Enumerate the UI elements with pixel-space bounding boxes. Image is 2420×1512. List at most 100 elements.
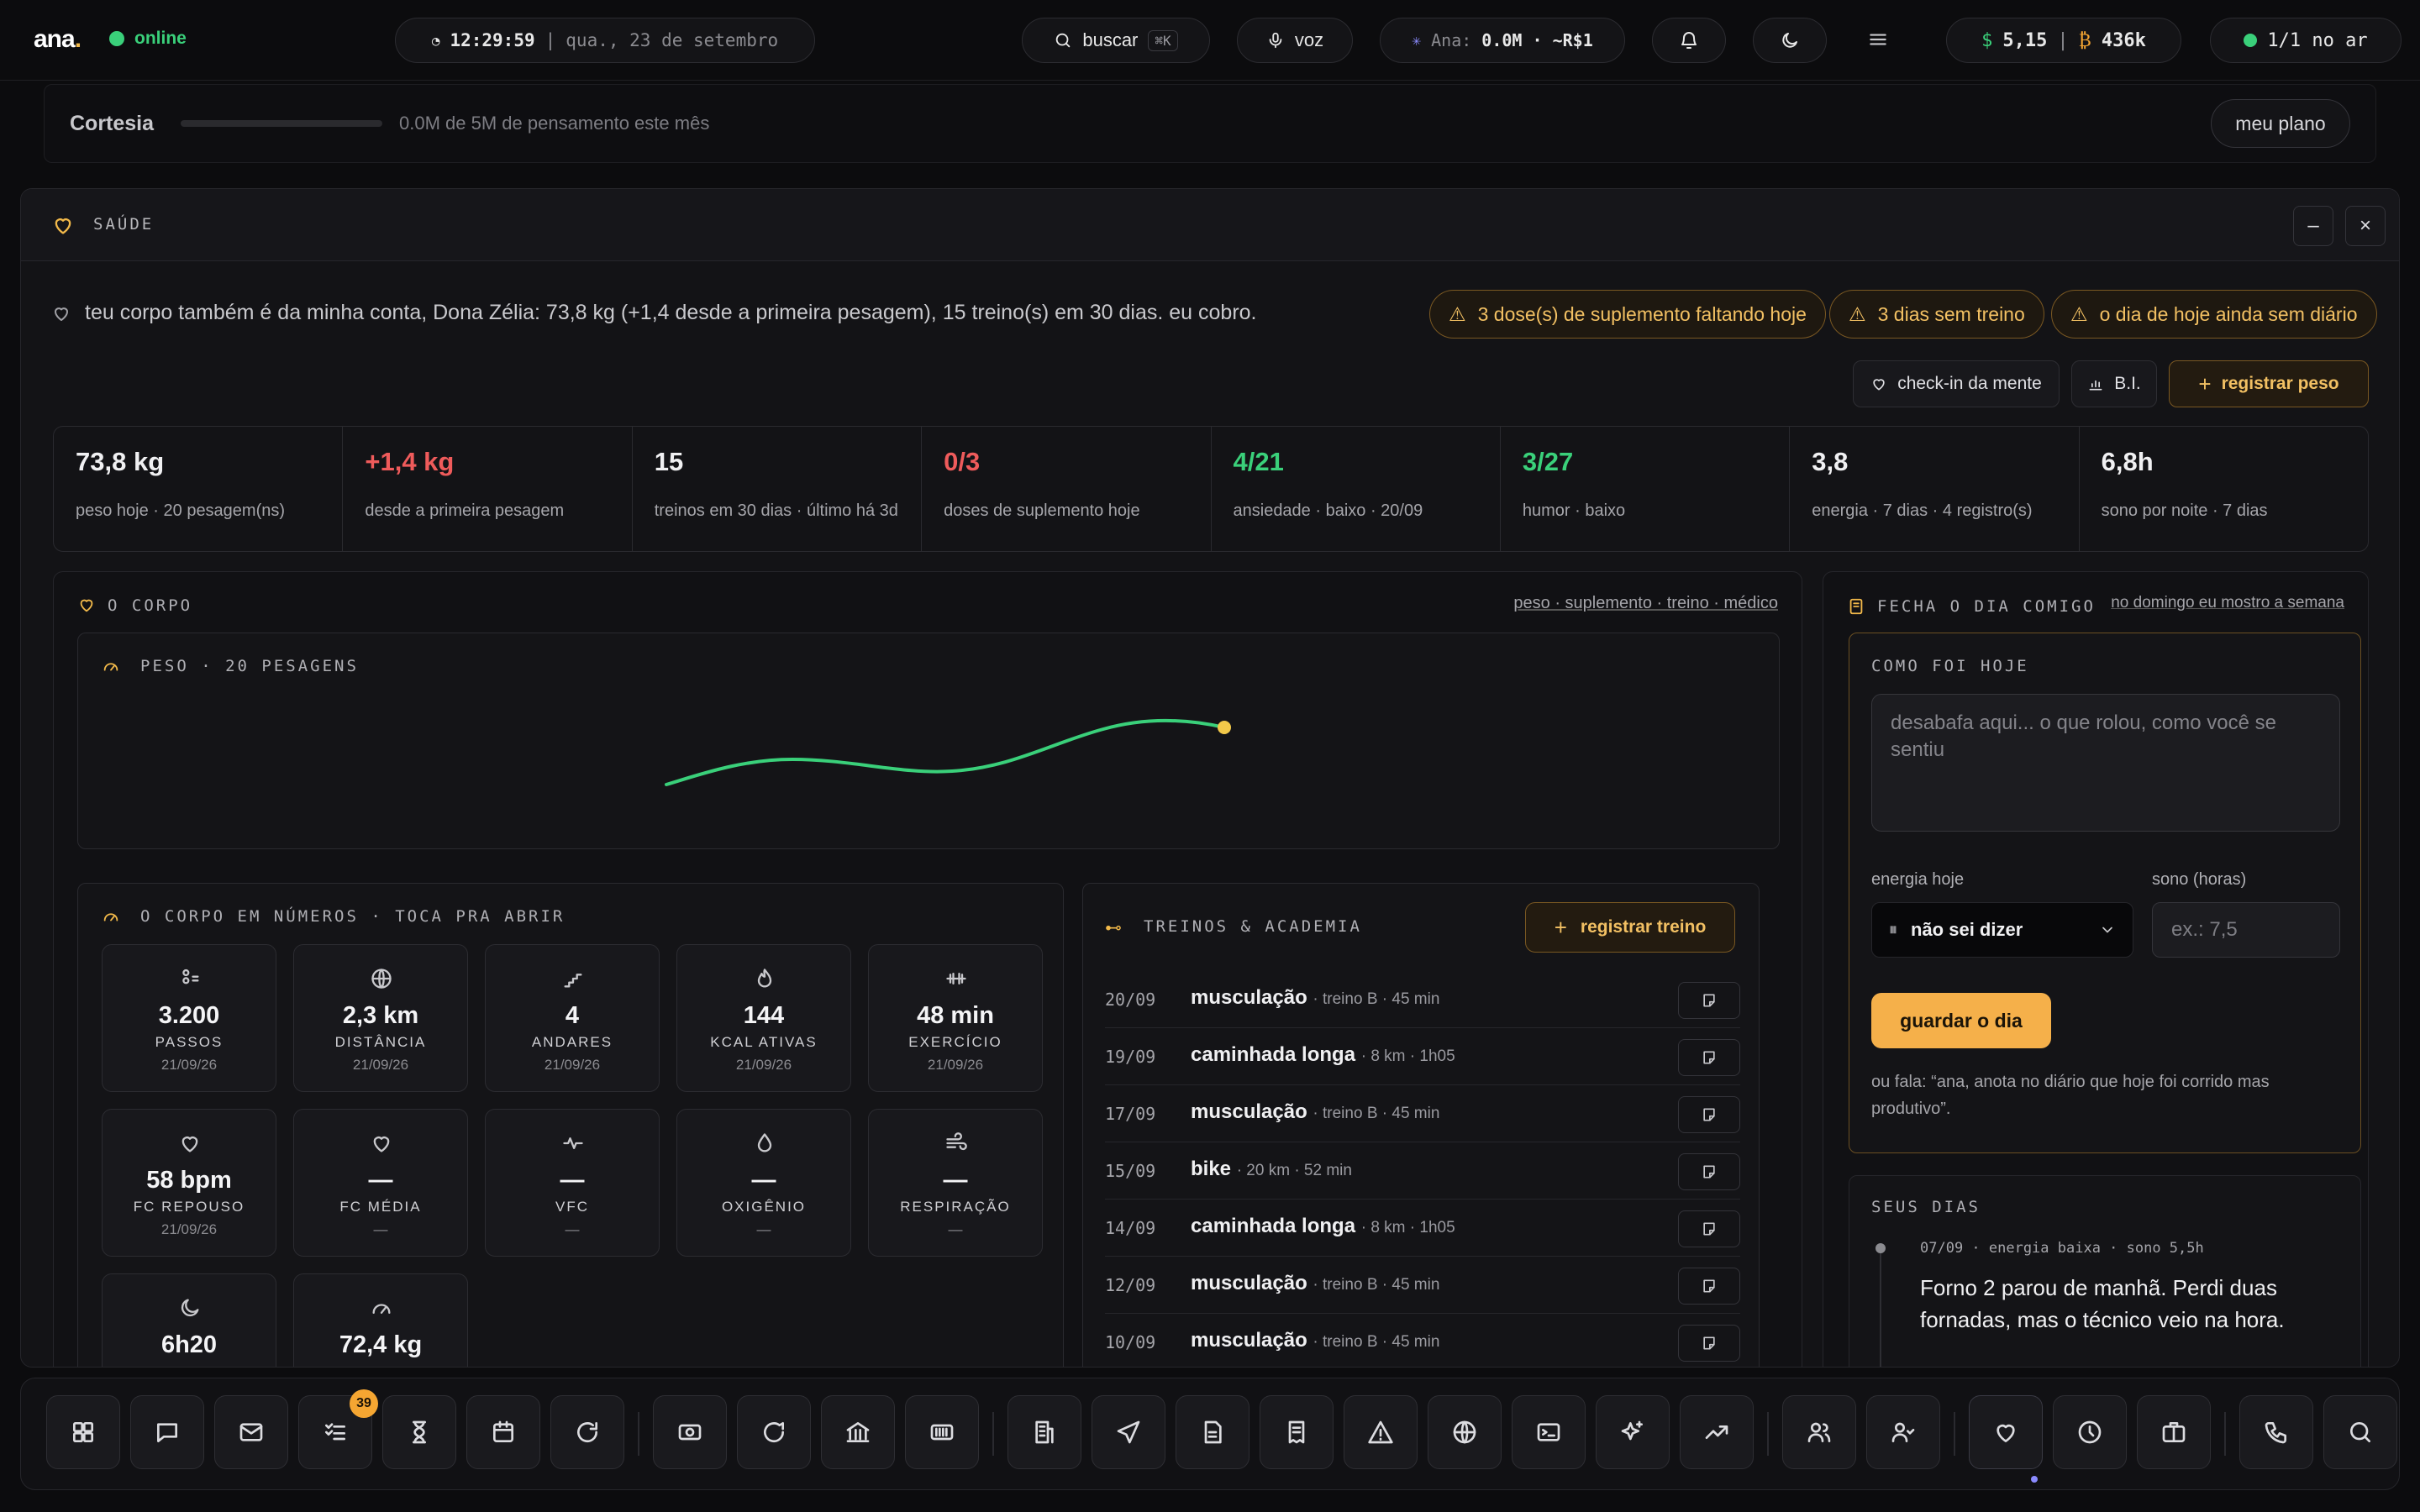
register-weight-button[interactable]: + registrar peso	[2169, 360, 2369, 407]
training-row[interactable]: 14/09 caminhada longa · 8 km · 1h05	[1105, 1200, 1740, 1257]
edit-training-button[interactable]	[1678, 1325, 1740, 1362]
timeline-dot	[1876, 1243, 1886, 1253]
dock-send-button[interactable]	[1092, 1395, 1165, 1469]
my-plan-button[interactable]: meu plano	[2211, 99, 2350, 148]
metric-card[interactable]: 3,8 energia · 7 dias · 4 registro(s)	[1790, 427, 2080, 551]
dock-phone-button[interactable]	[2239, 1395, 2313, 1469]
edit-training-button[interactable]	[1678, 1210, 1740, 1247]
dock-globe-button[interactable]	[1428, 1395, 1502, 1469]
currency-pill[interactable]: $ 5,15 | ₿ 436k	[1946, 18, 2181, 63]
sleep-input[interactable]: ex.: 7,5	[2152, 902, 2340, 958]
dock-trending-button[interactable]	[1680, 1395, 1754, 1469]
notifications-button[interactable]	[1652, 18, 1726, 63]
dock-sparkles-button[interactable]	[1596, 1395, 1670, 1469]
heart-outline-icon	[55, 307, 68, 321]
dock-search-button[interactable]	[2323, 1395, 2397, 1469]
training-name: musculação	[1191, 1100, 1307, 1123]
dock-users-button[interactable]	[1866, 1395, 1940, 1469]
theme-toggle[interactable]	[1753, 18, 1827, 63]
dock-receipt-button[interactable]	[1260, 1395, 1334, 1469]
minimize-button[interactable]: –	[2293, 206, 2333, 246]
plus-icon: +	[2198, 370, 2212, 396]
close-button[interactable]: ×	[2345, 206, 2386, 246]
mind-checkin-button[interactable]: check-in da mente	[1853, 360, 2060, 407]
voice-button[interactable]: voz	[1237, 18, 1353, 63]
body-stat-tile[interactable]: — VFC —	[485, 1109, 660, 1257]
body-stat-tile[interactable]: 3.200 PASSOS 21/09/26	[102, 944, 276, 1092]
body-stat-tile[interactable]: 58 bpm FC REPOUSO 21/09/26	[102, 1109, 276, 1257]
week-link[interactable]: no domingo eu mostro a semana	[2111, 594, 2344, 612]
dock-bank-button[interactable]	[821, 1395, 895, 1469]
alert-no-diary[interactable]: ⚠ o dia de hoje ainda sem diário	[2051, 290, 2377, 339]
training-name: bike	[1191, 1158, 1232, 1180]
body-stat-tile[interactable]: 72,4 kg	[293, 1273, 468, 1367]
dock-building-button[interactable]	[1007, 1395, 1081, 1469]
dock-refresh-button[interactable]	[550, 1395, 624, 1469]
metric-card[interactable]: 4/21 ansiedade · baixo · 20/09	[1212, 427, 1501, 551]
body-stat-tile[interactable]: 144 KCAL ATIVAS 21/09/26	[676, 944, 851, 1092]
app-logo[interactable]: ana.	[34, 25, 82, 53]
tile-date: 21/09/26	[927, 1057, 984, 1073]
body-stat-tile[interactable]: 6h20	[102, 1273, 276, 1367]
metric-card[interactable]: +1,4 kg desde a primeira pesagem	[343, 427, 633, 551]
search-button[interactable]: buscar ⌘K	[1022, 18, 1210, 63]
ana-usage-pill[interactable]: ✳ Ana: 0.0M · ~R$1	[1380, 18, 1625, 63]
entry-text[interactable]: Forno 2 parou de manhã. Perdi duas forna…	[1920, 1275, 2285, 1332]
metric-card[interactable]: 73,8 kg peso hoje · 20 pesagem(ns)	[54, 427, 344, 551]
on-air-pill[interactable]: 1/1 no ar	[2210, 18, 2402, 63]
training-row[interactable]: 12/09 musculação · treino B · 45 min	[1105, 1257, 1740, 1314]
metric-card[interactable]: 3/27 humor · baixo	[1501, 427, 1791, 551]
dock-briefcase-button[interactable]	[2137, 1395, 2211, 1469]
clock-pill[interactable]: ◔ 12:29:59 | qua., 23 de setembro	[395, 18, 815, 63]
body-stat-tile[interactable]: 4 ANDARES 21/09/26	[485, 944, 660, 1092]
body-links[interactable]: peso · suplemento · treino · médico	[1513, 594, 1778, 612]
training-row[interactable]: 10/09 musculação · treino B · 45 min	[1105, 1314, 1740, 1367]
gauge-icon	[103, 913, 118, 921]
edit-training-button[interactable]	[1678, 1096, 1740, 1133]
menu-button[interactable]	[1867, 29, 1889, 50]
dock-cash-button[interactable]	[653, 1395, 727, 1469]
training-row[interactable]: 15/09 bike · 20 km · 52 min	[1105, 1142, 1740, 1200]
dock-clock-button[interactable]	[2053, 1395, 2127, 1469]
body-stat-tile[interactable]: — FC MÉDIA —	[293, 1109, 468, 1257]
metric-value: 3,8	[1812, 447, 1849, 476]
edit-training-button[interactable]	[1678, 982, 1740, 1019]
training-date: 19/09	[1105, 1047, 1156, 1067]
save-day-button[interactable]: guardar o dia	[1871, 993, 2051, 1048]
weight-last-point[interactable]	[1218, 721, 1231, 734]
body-stat-tile[interactable]: 48 min EXERCÍCIO 21/09/26	[868, 944, 1043, 1092]
dock-warning-button[interactable]	[1344, 1395, 1418, 1469]
bi-button[interactable]: B.I.	[2071, 360, 2157, 407]
edit-training-button[interactable]	[1678, 1039, 1740, 1076]
energy-select[interactable]: ⏸ não sei dizer	[1871, 902, 2133, 958]
training-row[interactable]: 20/09 musculação · treino B · 45 min	[1105, 971, 1740, 1028]
diary-textarea[interactable]: desabafa aqui... o que rolou, como você …	[1871, 694, 2340, 832]
dock-barcode-button[interactable]	[905, 1395, 979, 1469]
metric-card[interactable]: 6,8h sono por noite · 7 dias	[2080, 427, 2368, 551]
body-stat-tile[interactable]: 2,3 km DISTÂNCIA 21/09/26	[293, 944, 468, 1092]
heart-icon	[1873, 379, 1885, 391]
training-row[interactable]: 17/09 musculação · treino B · 45 min	[1105, 1085, 1740, 1142]
alert-no-training[interactable]: ⚠ 3 dias sem treino	[1829, 290, 2044, 339]
dock-chat-button[interactable]	[130, 1395, 204, 1469]
edit-training-button[interactable]	[1678, 1153, 1740, 1190]
alert-supplement[interactable]: ⚠ 3 dose(s) de suplemento faltando hoje	[1429, 290, 1826, 339]
dock-hourglass-button[interactable]	[382, 1395, 456, 1469]
edit-training-button[interactable]	[1678, 1268, 1740, 1305]
dock-terminal-button[interactable]	[1512, 1395, 1586, 1469]
body-stat-tile[interactable]: — RESPIRAÇÃO —	[868, 1109, 1043, 1257]
weight-chart-card[interactable]: PESO · 20 PESAGENS	[77, 633, 1780, 849]
metric-card[interactable]: 0/3 doses de suplemento hoje	[922, 427, 1212, 551]
dock-tasks-button[interactable]: 39	[298, 1389, 378, 1469]
register-training-button[interactable]: + registrar treino	[1525, 902, 1735, 953]
dock-calendar-button[interactable]	[466, 1395, 540, 1469]
dock-document-button[interactable]	[1176, 1395, 1249, 1469]
dock-user-button[interactable]	[1782, 1395, 1856, 1469]
metric-card[interactable]: 15 treinos em 30 dias · último há 3d	[633, 427, 923, 551]
body-stat-tile[interactable]: — OXIGÊNIO —	[676, 1109, 851, 1257]
training-row[interactable]: 19/09 caminhada longa · 8 km · 1h05	[1105, 1028, 1740, 1085]
dock-grid-button[interactable]	[46, 1395, 120, 1469]
dock-heart-button[interactable]	[1969, 1395, 2043, 1469]
dock-chat-circle-button[interactable]	[737, 1395, 811, 1469]
dock-mail-button[interactable]	[214, 1395, 288, 1469]
